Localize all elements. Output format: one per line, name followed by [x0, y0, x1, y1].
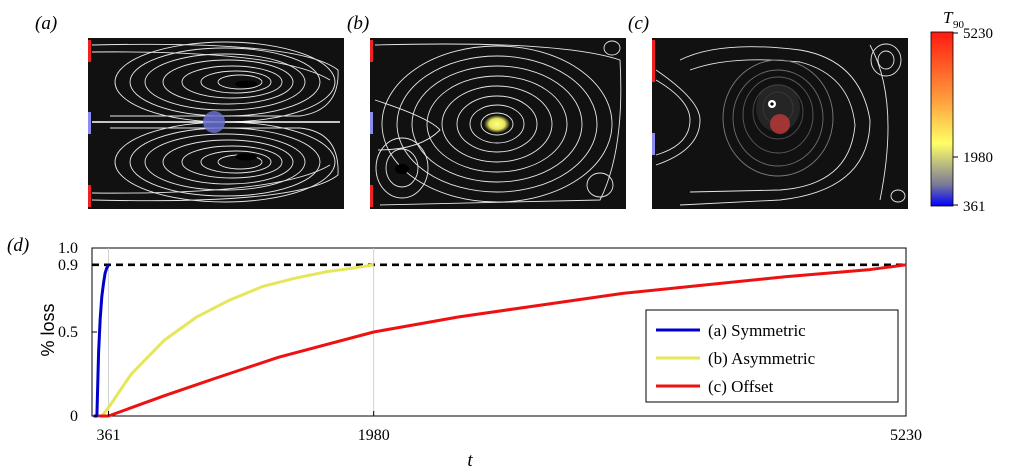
x-tick-label: 5230 [890, 427, 922, 444]
legend-label: (a) Symmetric [708, 321, 806, 340]
x-axis-label: t [467, 450, 473, 470]
series-line [93, 264, 110, 418]
y-tick-label: 0 [70, 408, 78, 425]
colorbar-tick-5230: 5230 [963, 26, 993, 42]
streamline-panel-c [652, 38, 908, 209]
panel-label-a: (a) [35, 13, 57, 34]
x-tick-label: 1980 [358, 427, 390, 444]
y-tick-label: 1.0 [58, 240, 78, 257]
x-tick-label: 361 [97, 427, 121, 444]
panel-label-b: (b) [347, 13, 369, 34]
y-tick-label: 0.9 [58, 257, 78, 274]
legend: (a) Symmetric (b) Asymmetric (c) Offset [645, 309, 899, 403]
series-line [100, 263, 374, 417]
legend-label: (b) Asymmetric [708, 349, 816, 368]
series-line [98, 263, 907, 418]
colorbar-gradient [930, 31, 954, 207]
y-tick-label: 0.5 [58, 324, 78, 341]
colorbar-tick-361: 361 [963, 199, 986, 215]
colorbar-title-subscript: 90 [953, 19, 965, 31]
legend-label: (c) Offset [708, 377, 774, 396]
loss-chart: 361 1980 5230 0 0.5 0.91.0 % loss t (a) Symme… [38, 240, 922, 470]
streamline-panel-b [370, 38, 626, 209]
y-axis-label: % loss [38, 303, 58, 356]
colorbar: T 90 5230 1980 361 [930, 8, 993, 215]
panel-label-d: (d) [7, 235, 29, 256]
colorbar-tick-1980: 1980 [963, 150, 993, 166]
colorbar-title: T [943, 8, 954, 27]
panel-label-c: (c) [628, 13, 649, 34]
streamline-panel-a [88, 38, 344, 209]
